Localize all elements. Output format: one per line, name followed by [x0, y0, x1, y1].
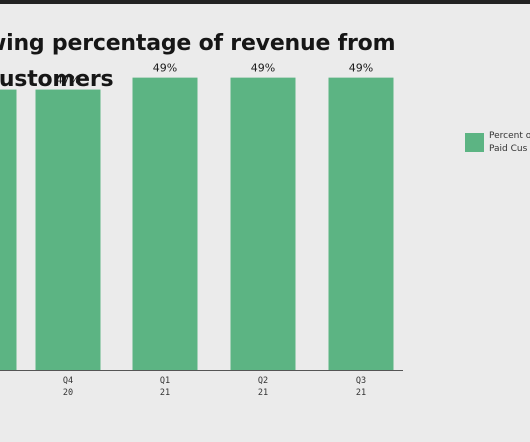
chart-title-line-1: wing percentage of revenue from	[0, 31, 396, 56]
x-tick-label-year: 21	[356, 388, 366, 398]
bar	[0, 89, 17, 371]
x-tick-label-year: 21	[258, 388, 268, 398]
bar-value-label: 49%	[251, 62, 275, 75]
slide-screen: wing percentage of revenue from customer…	[0, 4, 530, 442]
chart-title: wing percentage of revenue from customer…	[0, 26, 446, 98]
bar	[328, 77, 394, 370]
x-tick-label-quarter: Q2	[258, 376, 268, 386]
x-tick-label-quarter: Q3	[356, 376, 366, 386]
legend: Percent o Paid Cus	[465, 130, 530, 170]
x-tick-label-quarter: Q4	[63, 376, 73, 386]
chart-title-line-2: customers	[0, 67, 114, 92]
bar	[35, 89, 101, 371]
legend-label-line-2: Paid Cus	[489, 144, 528, 154]
bar-chart: 47% Q4 20 49% Q1 21 49% Q2 21 49% Q3 21	[0, 62, 403, 398]
bar-value-label: 47%	[56, 74, 80, 87]
bar	[230, 77, 296, 370]
legend-label-line-1: Percent o	[489, 131, 530, 141]
legend-swatch	[465, 133, 484, 152]
x-tick-label-year: 20	[63, 388, 73, 398]
legend-label: Percent o Paid Cus	[489, 130, 530, 156]
x-tick-label-year: 21	[160, 388, 170, 398]
x-tick-label-quarter: Q1	[160, 376, 170, 386]
bar-value-label: 49%	[349, 62, 373, 75]
bar	[132, 77, 198, 370]
bar-value-label: 49%	[153, 62, 177, 75]
